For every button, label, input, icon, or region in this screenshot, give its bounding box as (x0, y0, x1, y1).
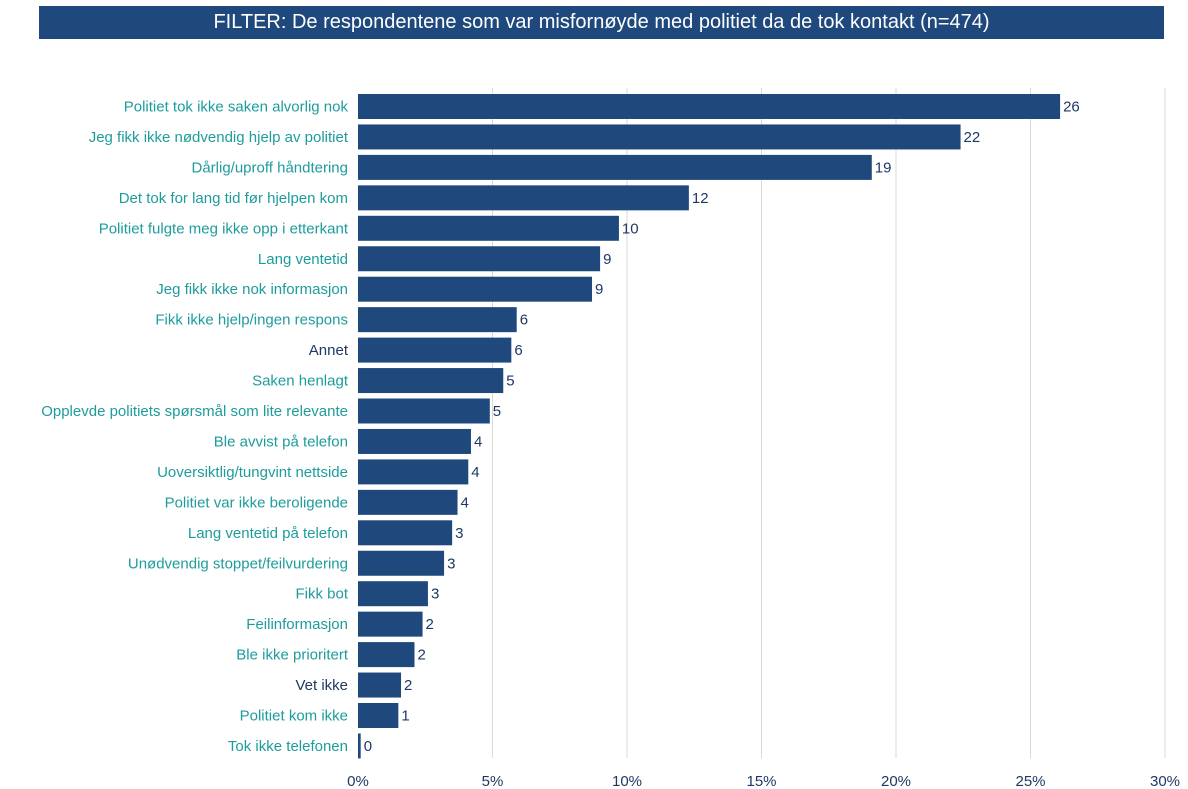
category-label-2: Dårlig/uproff håndtering (192, 159, 349, 176)
bar-2 (358, 154, 872, 180)
category-label-6: Jeg fikk ikke nok informasjon (156, 281, 348, 298)
bar-16 (358, 581, 428, 607)
bar-11 (358, 428, 471, 454)
bar-8 (358, 337, 512, 363)
value-label-17: 2 (426, 616, 434, 633)
value-label-15: 3 (447, 555, 455, 572)
bar-15 (358, 550, 445, 576)
category-label-15: Unødvendig stoppet/feilvurdering (128, 555, 348, 572)
x-tick-label-0: 0% (347, 773, 369, 789)
value-label-9: 5 (506, 373, 514, 390)
bar-12 (358, 459, 469, 485)
category-label-1: Jeg fikk ikke nødvendig hjelp av politie… (89, 129, 349, 146)
value-label-6: 9 (595, 281, 603, 298)
bar-20 (358, 703, 399, 728)
category-label-16: Fikk bot (295, 586, 348, 603)
value-label-10: 5 (493, 403, 501, 420)
filter-header-text: FILTER: De respondentene som var misforn… (213, 11, 990, 33)
x-tick-label-3: 15% (746, 773, 776, 789)
value-label-7: 6 (520, 312, 528, 329)
category-label-10: Opplevde politiets spørsmål som lite rel… (41, 403, 348, 420)
value-label-13: 4 (461, 494, 469, 511)
value-label-21: 0 (364, 738, 372, 755)
category-label-13: Politiet var ikke beroligende (165, 494, 348, 511)
bar-21 (358, 733, 361, 759)
category-label-14: Lang ventetid på telefon (188, 525, 348, 542)
bar-18 (358, 642, 415, 668)
bar-19 (358, 672, 402, 698)
x-tick-label-2: 10% (612, 773, 642, 789)
x-tick-label-1: 5% (482, 773, 504, 789)
category-label-3: Det tok for lang tid før hjelpen kom (119, 190, 348, 207)
value-label-18: 2 (417, 647, 425, 664)
x-tick-label-6: 30% (1150, 773, 1180, 789)
bar-6 (358, 276, 593, 302)
category-label-17: Feilinformasjon (246, 616, 348, 633)
value-label-0: 26 (1063, 99, 1080, 116)
category-label-8: Annet (309, 342, 349, 359)
bar-7 (358, 307, 517, 333)
x-tick-label-5: 25% (1015, 773, 1045, 789)
filter-header: FILTER: De respondentene som var misforn… (39, 6, 1164, 39)
value-label-14: 3 (455, 525, 463, 542)
bar-4 (358, 215, 619, 241)
category-label-12: Uoversiktlig/tungvint nettside (157, 464, 348, 481)
bar-0 (358, 94, 1061, 119)
category-label-5: Lang ventetid (258, 251, 348, 268)
bar-1 (358, 124, 961, 150)
bar-10 (358, 398, 490, 424)
category-label-21: Tok ikke telefonen (228, 738, 348, 755)
category-label-11: Ble avvist på telefon (214, 433, 348, 450)
value-label-11: 4 (474, 433, 482, 450)
value-label-1: 22 (964, 129, 981, 146)
bar-5 (358, 246, 601, 272)
category-label-4: Politiet fulgte meg ikke opp i etterkant (99, 220, 349, 237)
category-label-18: Ble ikke prioritert (236, 647, 349, 664)
category-label-19: Vet ikke (295, 677, 348, 694)
bar-13 (358, 489, 458, 515)
bar-17 (358, 611, 423, 637)
value-label-3: 12 (692, 190, 709, 207)
value-label-4: 10 (622, 220, 639, 237)
value-label-12: 4 (471, 464, 479, 481)
category-label-7: Fikk ikke hjelp/ingen respons (155, 312, 348, 329)
value-label-8: 6 (514, 342, 522, 359)
bar-14 (358, 520, 453, 546)
value-label-16: 3 (431, 586, 439, 603)
value-label-20: 1 (401, 708, 409, 725)
bar-9 (358, 368, 504, 394)
category-label-9: Saken henlagt (252, 373, 349, 390)
value-label-2: 19 (875, 159, 892, 176)
value-label-5: 9 (603, 251, 611, 268)
value-label-19: 2 (404, 677, 412, 694)
category-label-0: Politiet tok ikke saken alvorlig nok (124, 99, 349, 116)
x-tick-label-4: 20% (881, 773, 911, 789)
category-label-20: Politiet kom ikke (240, 708, 348, 725)
bar-3 (358, 185, 689, 211)
